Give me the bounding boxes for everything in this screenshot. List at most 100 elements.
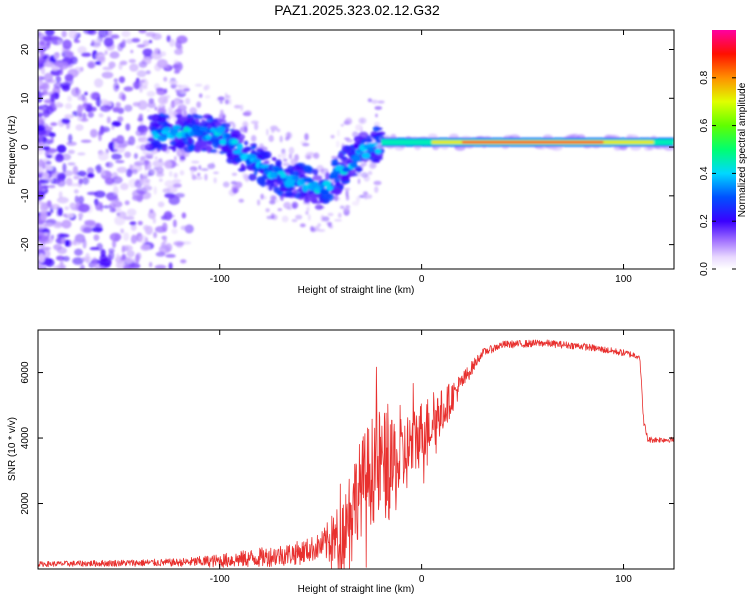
spectrogram-blob <box>324 172 331 180</box>
spectrogram-blob <box>115 160 125 164</box>
spectrogram-blob <box>89 92 99 100</box>
spectrogram-blob <box>320 168 324 173</box>
spectrogram-blob <box>107 197 120 202</box>
spectrogram-blob <box>223 148 231 152</box>
spectrogram-blob <box>142 135 147 141</box>
spectrogram-blob <box>337 212 342 218</box>
spectrogram-blob <box>239 104 244 112</box>
spectrogram-blob <box>312 168 319 176</box>
spectrogram-blob <box>312 175 323 181</box>
spectrogram-blob <box>305 210 309 215</box>
spectrogram-blob <box>288 153 293 160</box>
spectrogram-blob <box>262 151 272 159</box>
spectrogram-blob <box>203 85 208 91</box>
spectrogram-blob <box>109 51 120 59</box>
spectrogram-blob <box>131 169 138 175</box>
spectrogram-blob <box>86 167 94 175</box>
spectrogram-blob <box>41 246 52 251</box>
spectrogram-blob <box>292 164 301 171</box>
spectrogram-ytick-label: -20 <box>20 237 31 252</box>
spectrogram-blob <box>48 184 56 189</box>
spectrogram-ytick-label: 0 <box>20 144 31 150</box>
spectrogram-blob <box>204 95 211 99</box>
colorbar-tick-label: 0.8 <box>699 70 710 84</box>
spectrogram-blob <box>222 181 230 188</box>
spectrogram-blob <box>172 183 182 188</box>
spectrogram-blob <box>95 61 102 65</box>
spectrogram-blob <box>168 262 173 269</box>
spectrogram-blob <box>168 80 179 85</box>
spectrogram-blob <box>38 140 42 150</box>
spectrogram-blob <box>164 94 171 99</box>
spectrogram-blob <box>111 176 123 184</box>
spectrogram-blob <box>124 200 130 206</box>
spectrogram-blob <box>175 39 182 49</box>
spectrogram-blob <box>68 30 78 39</box>
spectrogram-blob <box>256 148 264 153</box>
spectrogram-blob <box>291 201 299 209</box>
spectrogram-blob <box>87 111 94 118</box>
spectrogram-blob <box>292 189 298 195</box>
spectrogram-blob <box>137 220 143 226</box>
spectrogram-blob <box>291 175 300 181</box>
spectrogram-blob <box>334 219 342 222</box>
spectrogram-blob <box>175 163 180 167</box>
spectrogram-blob <box>219 109 224 116</box>
spectrogram-blob <box>110 200 117 205</box>
spectrogram-blob <box>129 63 139 72</box>
spectrogram-blob <box>156 166 164 175</box>
spectrogram-blob <box>99 125 105 135</box>
spectrogram-blob <box>207 163 216 170</box>
spectrogram-blob <box>146 155 154 160</box>
spectrogram-blob <box>219 100 224 104</box>
spectrogram-blob <box>148 137 155 142</box>
spectrogram-blob <box>62 39 72 50</box>
spectrogram-blob <box>144 179 151 183</box>
spectrogram-ylabel: Frequency (Hz) <box>7 116 18 185</box>
spectrogram-blob <box>56 206 60 217</box>
spectrogram-blob <box>268 185 273 191</box>
spectrogram-blob <box>128 59 136 64</box>
spectrogram-blob <box>139 120 144 126</box>
snr-ytick-label: 6000 <box>20 361 31 384</box>
spectrogram-blob <box>151 33 162 41</box>
spectrogram-blob <box>367 98 373 103</box>
spectrogram-blob <box>269 194 277 202</box>
spectrogram-blob <box>114 215 126 226</box>
spectrogram-blob <box>58 233 70 238</box>
spectrogram-blob <box>155 87 164 92</box>
spectrogram-blob <box>101 171 106 176</box>
snr-ylabel: SNR (10 * v/v) <box>7 417 18 481</box>
spectrogram-blob <box>42 185 49 189</box>
spectrogram-blob <box>373 121 381 127</box>
spectrogram-blob <box>89 246 100 251</box>
spectrogram-blob <box>138 30 147 34</box>
spectrogram-blob <box>151 123 161 128</box>
spectrogram-blob <box>173 172 178 179</box>
spectrogram-blob <box>79 264 85 269</box>
spectrogram-blob <box>67 149 75 154</box>
snr-xlabel: Height of straight line (km) <box>298 584 415 595</box>
spectrogram-blob <box>160 241 166 249</box>
spectrogram-blob <box>138 61 148 68</box>
spectrogram-blob <box>66 141 77 146</box>
spectrogram-blob <box>62 162 67 173</box>
spectrogram-blob <box>71 242 82 246</box>
spectrogram-blob <box>82 176 90 185</box>
spectrogram-blob <box>38 117 42 127</box>
colorbar-tick-label: 0.6 <box>699 118 710 132</box>
spectrogram-blob <box>91 227 103 233</box>
spectrogram-blob <box>113 82 120 92</box>
spectrogram-blob <box>132 80 143 90</box>
spectrogram-blob <box>187 136 193 145</box>
spectrogram-blob <box>164 180 175 188</box>
spectrogram-blob <box>131 37 141 43</box>
spectrogram-blob <box>56 144 67 154</box>
spectrogram-blob <box>85 104 93 112</box>
spectrogram-blob <box>51 65 59 71</box>
spectrogram-blob <box>190 169 194 177</box>
spectrogram-blob <box>39 50 45 58</box>
spectrogram-blob <box>121 30 131 38</box>
spectrogram-blob <box>38 32 45 40</box>
spectrogram-blob <box>227 121 235 125</box>
